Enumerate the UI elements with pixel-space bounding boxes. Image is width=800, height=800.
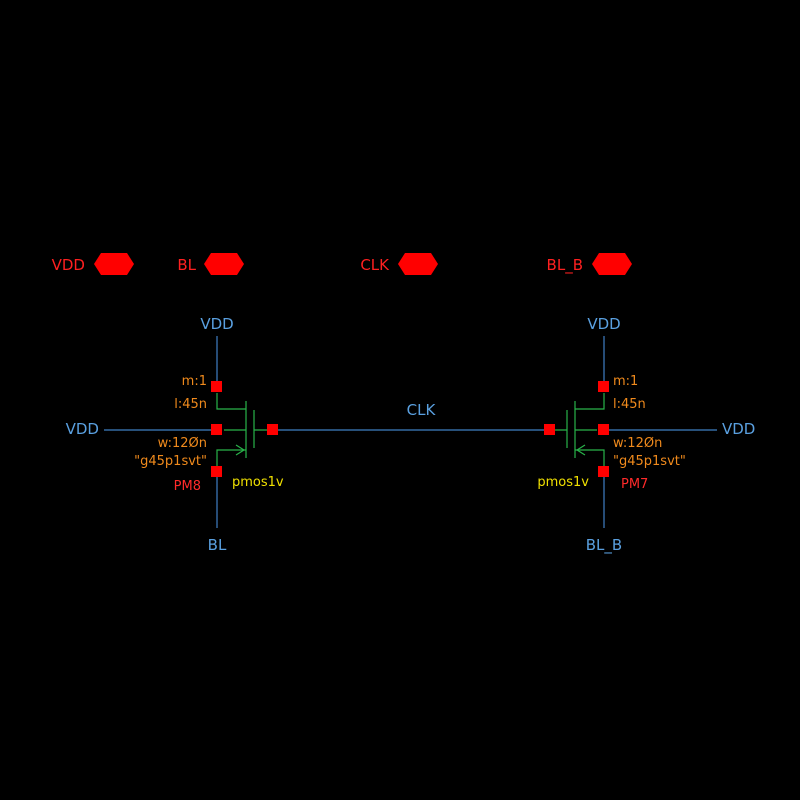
net-label-pm7-bulk: VDD [722,420,755,438]
transistor-pm8[interactable]: m:1 l:45n w:12Øn "g45p1svt" PM8 pmos1v [134,374,284,494]
pmos-symbol-pm7-icon [549,393,605,466]
pm8-width: w:12Øn [158,436,207,451]
pm7-length: l:45n [613,397,646,412]
pm8-multiplier: m:1 [182,374,207,389]
pm8-instance-name: PM8 [174,479,201,494]
net-label-pm8-source: VDD [200,315,233,333]
terminal-pm7-drain[interactable] [598,466,609,477]
terminal-pm8-bulk[interactable] [211,424,222,435]
net-label-pm7-drain: BL_B [586,536,622,555]
pin-clk-label: CLK [360,256,390,274]
pin-bl-b[interactable]: BL_B [547,253,632,275]
terminal-pm7-bulk[interactable] [598,424,609,435]
terminal-pm8-source[interactable] [211,381,222,392]
pin-bl[interactable]: BL [177,253,244,275]
pin-bl-b-icon [592,253,632,275]
pm8-model: "g45p1svt" [134,454,207,469]
pin-clk-icon [398,253,438,275]
pm7-instance-name: PM7 [621,477,648,492]
wires [104,336,717,528]
net-label-pm8-bulk: VDD [66,420,99,438]
pin-bl-label: BL [177,256,196,274]
pin-bl-icon [204,253,244,275]
pin-vdd-icon [94,253,134,275]
pin-clk[interactable]: CLK [360,253,438,275]
net-label-pm7-source: VDD [587,315,620,333]
terminal-pm8-gate[interactable] [267,424,278,435]
pm8-length: l:45n [174,397,207,412]
transistor-pm7[interactable]: m:1 l:45n w:12Øn "g45p1svt" PM7 pmos1v [537,374,685,492]
net-label-pm8-drain: BL [208,536,227,554]
pin-vdd[interactable]: VDD [52,253,134,275]
terminal-pm7-source[interactable] [598,381,609,392]
pmos-symbol-pm8-icon [216,393,273,466]
pm7-width: w:12Øn [613,436,662,451]
pin-bl-b-label: BL_B [547,256,583,275]
pm7-model: "g45p1svt" [613,454,686,469]
pm7-multiplier: m:1 [613,374,638,389]
net-label-clk: CLK [407,401,437,419]
pm7-cell-name: pmos1v [537,475,589,490]
pin-vdd-label: VDD [52,256,85,274]
terminal-pm8-drain[interactable] [211,466,222,477]
terminal-pm7-gate[interactable] [544,424,555,435]
pm8-cell-name: pmos1v [232,475,284,490]
